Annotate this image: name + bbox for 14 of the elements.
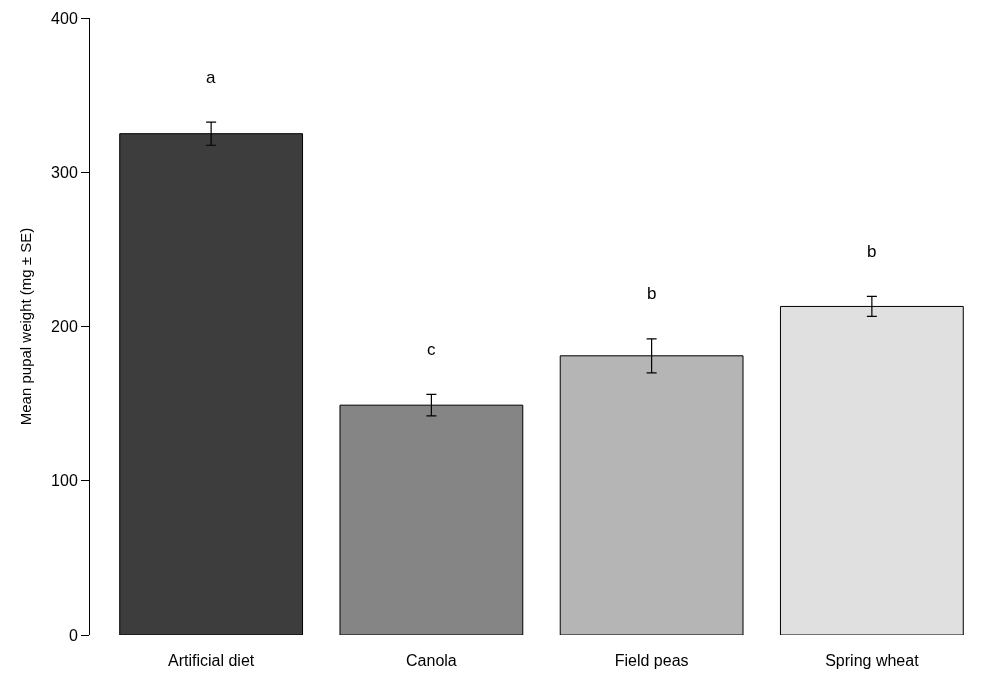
y-tick-label: 400 [51,9,78,27]
annotation: a [206,68,216,87]
y-tick-label: 0 [68,626,78,644]
x-tick-label: Field peas [614,652,689,669]
x-tick-label: Canola [406,652,457,669]
x-tick-label: Artificial diet [168,652,255,669]
x-tick-label: Spring wheat [825,652,920,669]
annotation: b [867,242,877,261]
y-axis-title: Mean pupal weight (mg ± SE) [17,227,35,426]
annotation: b [647,284,657,303]
y-tick-label: 300 [51,163,78,181]
y-tick-label: 100 [51,472,78,490]
annotation: c [427,340,436,359]
y-tick-label: 200 [51,318,78,336]
